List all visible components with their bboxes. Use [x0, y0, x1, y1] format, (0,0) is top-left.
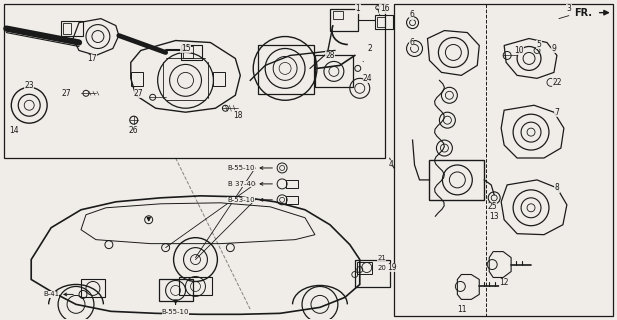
Text: 16: 16	[380, 4, 389, 13]
Text: B-53-10: B-53-10	[228, 197, 255, 203]
Text: 22: 22	[552, 78, 561, 87]
Bar	[330, 9, 358, 31]
Bar	[4, 4, 384, 158]
Text: 11: 11	[458, 305, 467, 314]
Bar	[213, 72, 225, 86]
Text: 20: 20	[377, 265, 386, 270]
Text: 12: 12	[499, 278, 509, 287]
Text: 10: 10	[515, 46, 524, 55]
Text: 7: 7	[555, 108, 560, 117]
Text: 5: 5	[537, 40, 542, 49]
Bar	[63, 23, 71, 34]
Bar	[181, 44, 202, 60]
Text: 18: 18	[234, 111, 243, 120]
Text: 28: 28	[325, 51, 334, 60]
Text: 23: 23	[25, 81, 34, 90]
Text: 4: 4	[388, 160, 393, 170]
Bar	[429, 160, 484, 200]
Text: B-41: B-41	[43, 292, 59, 297]
Bar	[375, 15, 392, 28]
Text: 14: 14	[9, 126, 19, 135]
Bar	[61, 20, 83, 36]
Text: 24: 24	[363, 74, 373, 83]
Bar	[178, 277, 212, 295]
Text: 27: 27	[61, 89, 71, 98]
Bar	[131, 72, 143, 86]
Text: 19: 19	[387, 263, 397, 272]
Text: FR.: FR.	[574, 8, 592, 18]
Text: 21: 21	[377, 255, 386, 260]
Text: •: •	[362, 60, 364, 64]
Text: 27: 27	[134, 89, 144, 98]
Text: 3: 3	[566, 4, 571, 13]
Text: 15: 15	[181, 44, 191, 53]
Text: B-55-10: B-55-10	[228, 165, 255, 171]
Bar	[183, 46, 193, 59]
Text: 6: 6	[409, 10, 414, 19]
Bar	[286, 180, 298, 188]
Text: 25: 25	[487, 202, 497, 211]
Bar	[333, 11, 343, 19]
Bar	[357, 261, 371, 274]
Text: 26: 26	[129, 126, 139, 135]
Text: 8: 8	[555, 183, 559, 192]
Bar	[81, 279, 105, 297]
Text: 2: 2	[367, 44, 372, 53]
Bar	[159, 279, 193, 301]
Text: 13: 13	[489, 212, 499, 221]
Bar	[286, 196, 298, 204]
Text: 6: 6	[409, 38, 414, 47]
Text: 17: 17	[87, 54, 97, 63]
Text: B 37-40: B 37-40	[228, 181, 255, 187]
Text: B-55-10: B-55-10	[162, 309, 189, 315]
Bar	[355, 260, 390, 287]
Text: 1: 1	[355, 4, 360, 13]
Text: 9: 9	[552, 44, 557, 53]
Bar	[394, 4, 613, 316]
Bar	[259, 44, 314, 94]
Bar	[315, 55, 353, 87]
Bar	[377, 17, 384, 27]
